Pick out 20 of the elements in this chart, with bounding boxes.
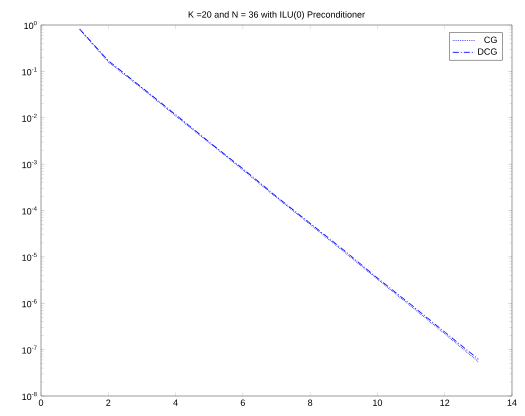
x-tick-label: 14 [508, 400, 517, 406]
x-tick-label: 6 [240, 400, 245, 406]
x-tick-label: 8 [308, 400, 312, 406]
y-tick-label: 10$^{-6}$ [22, 299, 37, 308]
x-tick-label: 10 [373, 400, 382, 406]
y-tick-label: 10$^{-1}$ [22, 67, 37, 76]
y-tick-label: 10$^{-2}$ [22, 114, 37, 122]
x-tick-label: 12 [440, 400, 450, 406]
chart-title: K =20 and N = 36 with ILU(0) Preconditioner [188, 11, 365, 20]
legend-label: CG [484, 36, 497, 44]
y-tick-label: 10$^{-8}$ [22, 392, 37, 400]
y-tick-label: 10$^{-5}$ [22, 252, 37, 261]
x-tick-label: 4 [173, 400, 178, 406]
y-tick-label: 10$^{-4}$ [22, 206, 37, 215]
y-tick-label: 10$^{-7}$ [22, 346, 37, 354]
y-tick-label: 10$^{0}$ [24, 20, 37, 30]
x-tick-label: 2 [106, 400, 110, 406]
y-tick-label: 10$^{-3}$ [22, 160, 37, 168]
x-tick-label: 0 [38, 400, 44, 406]
legend-label: DCG [478, 48, 497, 55]
